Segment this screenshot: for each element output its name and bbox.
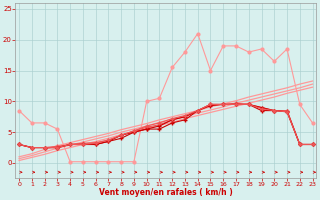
X-axis label: Vent moyen/en rafales ( km/h ): Vent moyen/en rafales ( km/h ) [99, 188, 233, 197]
